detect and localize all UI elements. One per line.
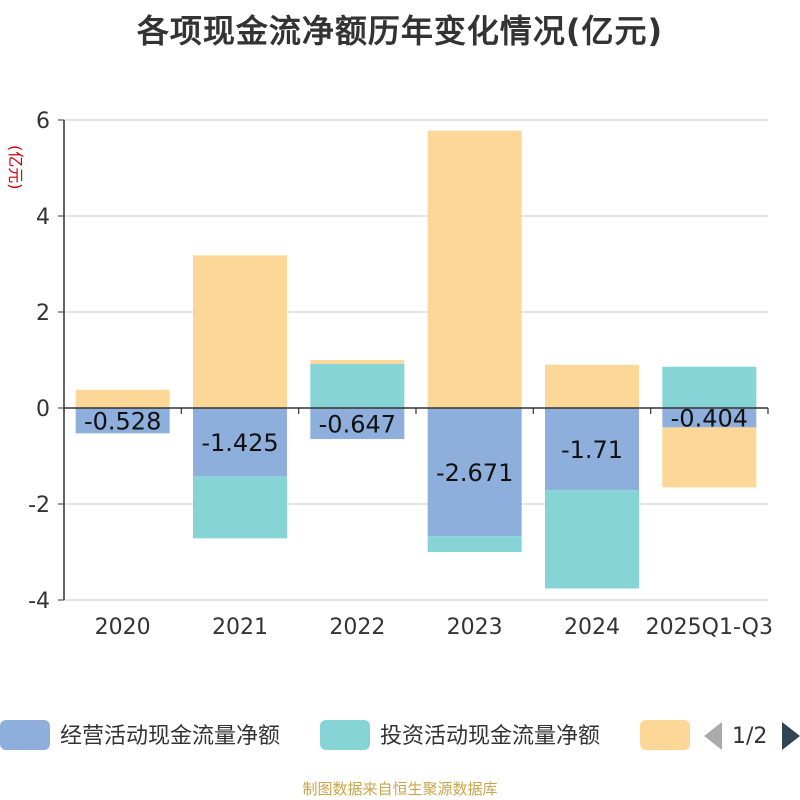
triangle-left-icon[interactable] xyxy=(704,722,722,750)
triangle-right-icon[interactable] xyxy=(782,722,800,750)
bar-segment xyxy=(662,366,757,408)
x-tick-label: 2023 xyxy=(447,615,503,640)
pager-text: 1/2 xyxy=(732,724,767,749)
data-label: -0.647 xyxy=(319,411,396,439)
legend-pager: 1/2 xyxy=(704,722,800,750)
bar-segment xyxy=(545,364,639,408)
data-label: -1.425 xyxy=(201,429,278,457)
bar-segment xyxy=(193,408,287,477)
bar-segment xyxy=(310,363,405,408)
data-label: -0.528 xyxy=(84,408,161,436)
x-tick-label: 2025Q1-Q3 xyxy=(646,615,773,640)
data-label: -1.71 xyxy=(561,436,623,464)
legend-swatch xyxy=(320,720,370,750)
bar-segment xyxy=(310,408,405,440)
bar-segment xyxy=(75,408,170,434)
bar-segment xyxy=(427,536,522,553)
axes: -4 -2 0 2 4 6 2020 2021 2022 2023 2024 2025Q1-Q3 xyxy=(28,109,773,640)
bar-segment xyxy=(545,408,639,491)
data-source-note: 制图数据来自恒生聚源数据库 xyxy=(302,780,498,798)
y-tick-label: 0 xyxy=(36,397,50,422)
bar-segment xyxy=(427,130,522,408)
bar-segment xyxy=(193,255,287,408)
legend: 经营活动现金流量净额 投资活动现金流量净额 xyxy=(0,720,690,750)
grid-lines xyxy=(64,119,768,601)
chart-title: 各项现金流净额历年变化情况(亿元) xyxy=(136,12,664,50)
data-label: -0.404 xyxy=(671,405,748,433)
x-tick-label: 2022 xyxy=(329,615,385,640)
bar-segment xyxy=(427,408,522,537)
y-tick-label: 2 xyxy=(36,301,50,326)
y-tick-label: -4 xyxy=(28,589,50,614)
legend-label: 投资活动现金流量净额 xyxy=(380,724,600,749)
x-tick-label: 2021 xyxy=(212,615,268,640)
legend-swatch xyxy=(0,720,50,750)
bars xyxy=(75,130,757,589)
bar-segment xyxy=(310,360,405,364)
y-tick-label: 4 xyxy=(36,205,50,230)
x-tick-label: 2020 xyxy=(95,615,151,640)
bar-segment xyxy=(662,427,757,488)
legend-swatch xyxy=(640,720,690,750)
x-tick-label: 2024 xyxy=(564,615,620,640)
bar-segment xyxy=(193,476,287,539)
y-tick-label: -2 xyxy=(28,493,50,518)
bar-segment xyxy=(75,389,170,408)
legend-label: 经营活动现金流量净额 xyxy=(60,724,280,749)
y-tick-label: 6 xyxy=(36,109,50,134)
bar-segment xyxy=(662,408,757,428)
data-labels: -0.528 -1.425 -0.647 -2.671 -1.71 -0.404 xyxy=(84,405,748,487)
data-label: -2.671 xyxy=(436,459,513,487)
y-axis-label: (亿元) xyxy=(6,145,25,190)
bar-segment xyxy=(545,490,639,589)
